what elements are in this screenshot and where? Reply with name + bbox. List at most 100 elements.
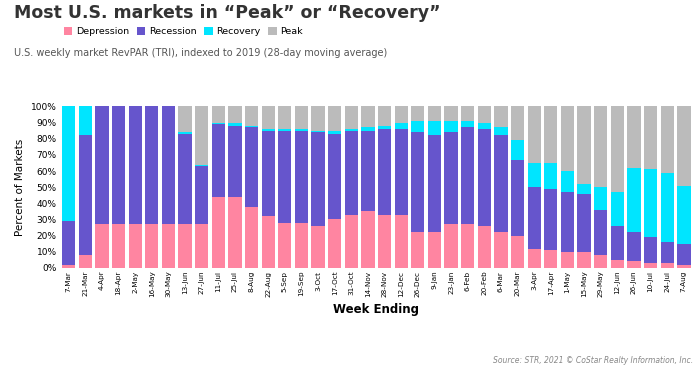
- Bar: [511, 236, 524, 268]
- Bar: [78, 255, 92, 268]
- Bar: [411, 106, 424, 121]
- Bar: [610, 106, 624, 192]
- Bar: [428, 106, 441, 121]
- Bar: [594, 210, 608, 255]
- Bar: [262, 216, 275, 268]
- Bar: [328, 219, 342, 268]
- Bar: [461, 106, 475, 121]
- Bar: [195, 224, 209, 268]
- Bar: [262, 106, 275, 129]
- Bar: [627, 106, 640, 168]
- Bar: [395, 215, 408, 268]
- Bar: [112, 224, 125, 268]
- Bar: [228, 106, 242, 123]
- Bar: [528, 163, 541, 187]
- Bar: [428, 135, 441, 232]
- Bar: [228, 197, 242, 268]
- Bar: [378, 215, 391, 268]
- Bar: [561, 192, 574, 252]
- Bar: [411, 232, 424, 268]
- Bar: [145, 106, 158, 224]
- Bar: [145, 224, 158, 268]
- Bar: [511, 106, 524, 140]
- Bar: [461, 121, 475, 127]
- Bar: [95, 224, 108, 268]
- Bar: [661, 263, 674, 268]
- Bar: [477, 129, 491, 226]
- Bar: [411, 132, 424, 232]
- Bar: [328, 134, 342, 219]
- Bar: [195, 164, 209, 166]
- Bar: [578, 194, 591, 252]
- Bar: [461, 224, 475, 268]
- Bar: [378, 126, 391, 129]
- Bar: [528, 187, 541, 248]
- Bar: [278, 129, 291, 131]
- Bar: [644, 263, 657, 268]
- Bar: [344, 215, 358, 268]
- Bar: [228, 123, 242, 126]
- Bar: [661, 172, 674, 242]
- Bar: [62, 265, 76, 268]
- Bar: [428, 121, 441, 135]
- Bar: [312, 131, 325, 132]
- Bar: [644, 170, 657, 237]
- Legend: Depression, Recession, Recovery, Peak: Depression, Recession, Recovery, Peak: [64, 27, 303, 36]
- Bar: [361, 211, 374, 268]
- Text: U.S. weekly market RevPAR (TRI), indexed to 2019 (28-day moving average): U.S. weekly market RevPAR (TRI), indexed…: [14, 48, 387, 58]
- Bar: [78, 135, 92, 255]
- Bar: [477, 106, 491, 123]
- Bar: [677, 186, 690, 244]
- Bar: [444, 224, 458, 268]
- Bar: [494, 232, 508, 268]
- Bar: [361, 131, 374, 211]
- Bar: [627, 168, 640, 232]
- Bar: [494, 106, 508, 127]
- Bar: [594, 106, 608, 187]
- Bar: [411, 121, 424, 132]
- Bar: [278, 223, 291, 268]
- Bar: [211, 123, 225, 124]
- Bar: [245, 106, 258, 126]
- Bar: [228, 126, 242, 197]
- Bar: [95, 106, 108, 224]
- Bar: [644, 106, 657, 170]
- Bar: [578, 106, 591, 184]
- Bar: [312, 226, 325, 268]
- Bar: [344, 106, 358, 129]
- Bar: [561, 171, 574, 192]
- Bar: [528, 106, 541, 163]
- Bar: [444, 106, 458, 121]
- Bar: [610, 226, 624, 260]
- Bar: [344, 129, 358, 131]
- Bar: [278, 106, 291, 129]
- Bar: [344, 131, 358, 215]
- Bar: [494, 127, 508, 135]
- Bar: [361, 106, 374, 127]
- Bar: [395, 129, 408, 215]
- Bar: [195, 106, 209, 164]
- Bar: [677, 106, 690, 186]
- Bar: [129, 106, 142, 224]
- Bar: [295, 131, 308, 223]
- Bar: [627, 261, 640, 268]
- Bar: [594, 187, 608, 210]
- Bar: [245, 126, 258, 127]
- Bar: [278, 131, 291, 223]
- X-axis label: Week Ending: Week Ending: [333, 303, 419, 316]
- Bar: [328, 106, 342, 131]
- Bar: [295, 129, 308, 131]
- Bar: [178, 132, 192, 134]
- Bar: [295, 223, 308, 268]
- Bar: [395, 106, 408, 123]
- Bar: [62, 221, 76, 265]
- Y-axis label: Percent of Markets: Percent of Markets: [15, 139, 25, 236]
- Bar: [511, 160, 524, 236]
- Bar: [262, 131, 275, 216]
- Bar: [395, 123, 408, 129]
- Bar: [195, 166, 209, 224]
- Text: Source: STR, 2021 © CoStar Realty Information, Inc.: Source: STR, 2021 © CoStar Realty Inform…: [493, 356, 693, 365]
- Bar: [162, 106, 175, 224]
- Bar: [361, 127, 374, 131]
- Bar: [544, 189, 557, 250]
